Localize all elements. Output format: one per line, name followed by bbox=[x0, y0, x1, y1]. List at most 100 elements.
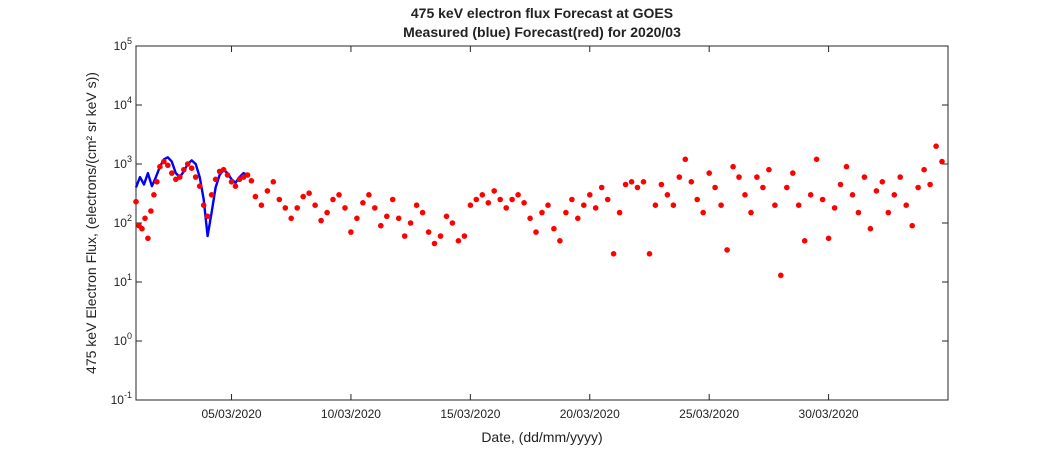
forecast-point bbox=[939, 158, 945, 165]
forecast-point bbox=[831, 205, 838, 211]
forecast-point bbox=[819, 196, 826, 203]
forecast-point bbox=[754, 174, 760, 180]
x-axis-label: Date, (dd/mm/yyyy) bbox=[481, 429, 602, 445]
y-tick-label: 105 bbox=[114, 36, 132, 53]
forecast-point bbox=[903, 202, 909, 208]
forecast-point bbox=[491, 188, 498, 194]
forecast-point bbox=[664, 192, 671, 198]
y-tick-label: 10-1 bbox=[111, 390, 132, 407]
forecast-point bbox=[360, 200, 366, 206]
forecast-point bbox=[437, 233, 444, 239]
forecast-point bbox=[712, 184, 718, 191]
forecast-point bbox=[551, 225, 557, 232]
forecast-point bbox=[843, 163, 850, 170]
forecast-point bbox=[306, 190, 312, 196]
forecast-point bbox=[188, 165, 195, 171]
y-tick-label: 100 bbox=[114, 331, 132, 348]
forecast-point bbox=[700, 209, 706, 216]
y-tick-label: 101 bbox=[114, 272, 132, 289]
forecast-point bbox=[485, 200, 492, 206]
forecast-point bbox=[813, 156, 820, 163]
forecast-point bbox=[694, 196, 700, 203]
forecast-point bbox=[455, 238, 462, 244]
forecast-point bbox=[407, 220, 414, 226]
forecast-point bbox=[366, 192, 372, 198]
forecast-point bbox=[324, 209, 330, 216]
forecast-point bbox=[497, 196, 504, 203]
forecast-point bbox=[855, 209, 862, 216]
forecast-point bbox=[395, 215, 402, 222]
forecast-point bbox=[354, 215, 360, 222]
forecast-point bbox=[760, 184, 766, 191]
forecast-point bbox=[658, 181, 665, 188]
forecast-point bbox=[248, 178, 255, 184]
forecast-point bbox=[533, 229, 539, 235]
y-tick-label: 103 bbox=[114, 154, 132, 171]
forecast-point bbox=[431, 240, 438, 247]
forecast-point bbox=[885, 209, 892, 216]
forecast-point bbox=[348, 229, 354, 235]
forecast-point bbox=[184, 161, 191, 167]
forecast-point bbox=[587, 192, 593, 198]
forecast-point bbox=[861, 174, 868, 180]
forecast-point bbox=[682, 156, 689, 163]
forecast-point bbox=[252, 193, 259, 200]
forecast-point bbox=[154, 179, 160, 185]
forecast-point bbox=[616, 209, 623, 216]
forecast-point bbox=[270, 179, 277, 185]
forecast-point bbox=[161, 158, 167, 165]
forecast-point bbox=[401, 233, 408, 239]
forecast-point bbox=[539, 209, 545, 216]
forecast-point bbox=[282, 205, 289, 211]
x-tick-label: 30/03/2020 bbox=[799, 407, 859, 421]
forecast-point bbox=[736, 174, 742, 180]
forecast-point bbox=[837, 181, 844, 188]
forecast-point bbox=[449, 220, 456, 226]
forecast-point bbox=[200, 202, 207, 208]
forecast-point bbox=[224, 172, 231, 178]
forecast-point bbox=[772, 202, 778, 208]
y-tick-label: 104 bbox=[114, 95, 132, 112]
forecast-point bbox=[825, 235, 832, 242]
forecast-point bbox=[891, 192, 898, 198]
forecast-point bbox=[244, 172, 251, 178]
forecast-point bbox=[212, 176, 219, 183]
forecast-point bbox=[670, 202, 677, 208]
forecast-point bbox=[473, 196, 480, 203]
forecast-point bbox=[688, 179, 695, 185]
forecast-point bbox=[915, 184, 921, 191]
x-tick-label: 20/03/2020 bbox=[560, 407, 620, 421]
forecast-point bbox=[264, 188, 271, 194]
forecast-point bbox=[521, 200, 527, 206]
forecast-point bbox=[384, 213, 390, 220]
forecast-point bbox=[330, 196, 336, 203]
forecast-point bbox=[807, 192, 814, 198]
forecast-point bbox=[133, 198, 139, 205]
forecast-point bbox=[192, 174, 199, 180]
forecast-point bbox=[706, 170, 712, 176]
forecast-point bbox=[294, 205, 301, 211]
forecast-point bbox=[204, 213, 211, 220]
forecast-point bbox=[208, 192, 215, 198]
forecast-point bbox=[873, 188, 880, 194]
forecast-point bbox=[169, 170, 175, 176]
forecast-point bbox=[742, 192, 748, 198]
forecast-point bbox=[342, 205, 348, 211]
forecast-point bbox=[145, 235, 151, 242]
forecast-point bbox=[909, 222, 915, 229]
forecast-point bbox=[921, 166, 927, 173]
y-tick-label: 102 bbox=[114, 213, 132, 230]
forecast-point bbox=[604, 196, 611, 203]
x-tick-label: 10/03/2020 bbox=[321, 407, 381, 421]
forecast-point bbox=[879, 179, 886, 185]
forecast-point bbox=[592, 205, 599, 211]
forecast-point bbox=[867, 225, 874, 232]
forecast-point bbox=[730, 163, 736, 170]
forecast-point bbox=[515, 192, 521, 198]
forecast-point bbox=[646, 251, 653, 257]
forecast-point bbox=[897, 174, 903, 180]
forecast-point bbox=[443, 213, 450, 220]
chart-title-line-1: 475 keV electron flux Forecast at GOES bbox=[411, 5, 673, 21]
forecast-point bbox=[220, 166, 227, 173]
